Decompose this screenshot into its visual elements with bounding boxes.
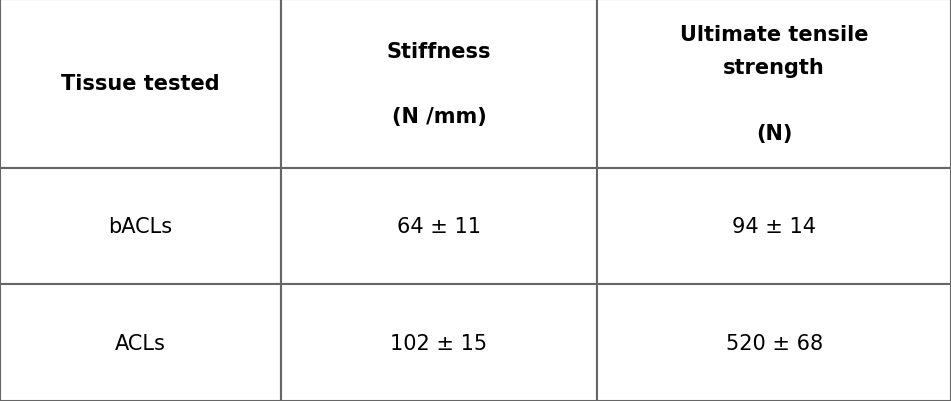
Text: 520 ± 68: 520 ± 68: [726, 333, 823, 353]
Text: 102 ± 15: 102 ± 15: [390, 333, 488, 353]
Bar: [281, 0, 597, 168]
Bar: [0, 0, 281, 168]
Text: 94 ± 14: 94 ± 14: [732, 217, 816, 237]
Text: ACLs: ACLs: [115, 333, 165, 353]
Bar: [281, 285, 597, 401]
Bar: [597, 0, 951, 168]
Text: Tissue tested: Tissue tested: [61, 74, 220, 94]
Bar: [281, 168, 597, 285]
Text: Ultimate tensile
strength

(N): Ultimate tensile strength (N): [680, 25, 868, 143]
Text: Stiffness

(N /mm): Stiffness (N /mm): [387, 42, 491, 127]
Bar: [0, 168, 281, 285]
Text: 64 ± 11: 64 ± 11: [397, 217, 481, 237]
Text: bACLs: bACLs: [108, 217, 172, 237]
Bar: [597, 168, 951, 285]
Bar: [0, 285, 281, 401]
Bar: [597, 285, 951, 401]
